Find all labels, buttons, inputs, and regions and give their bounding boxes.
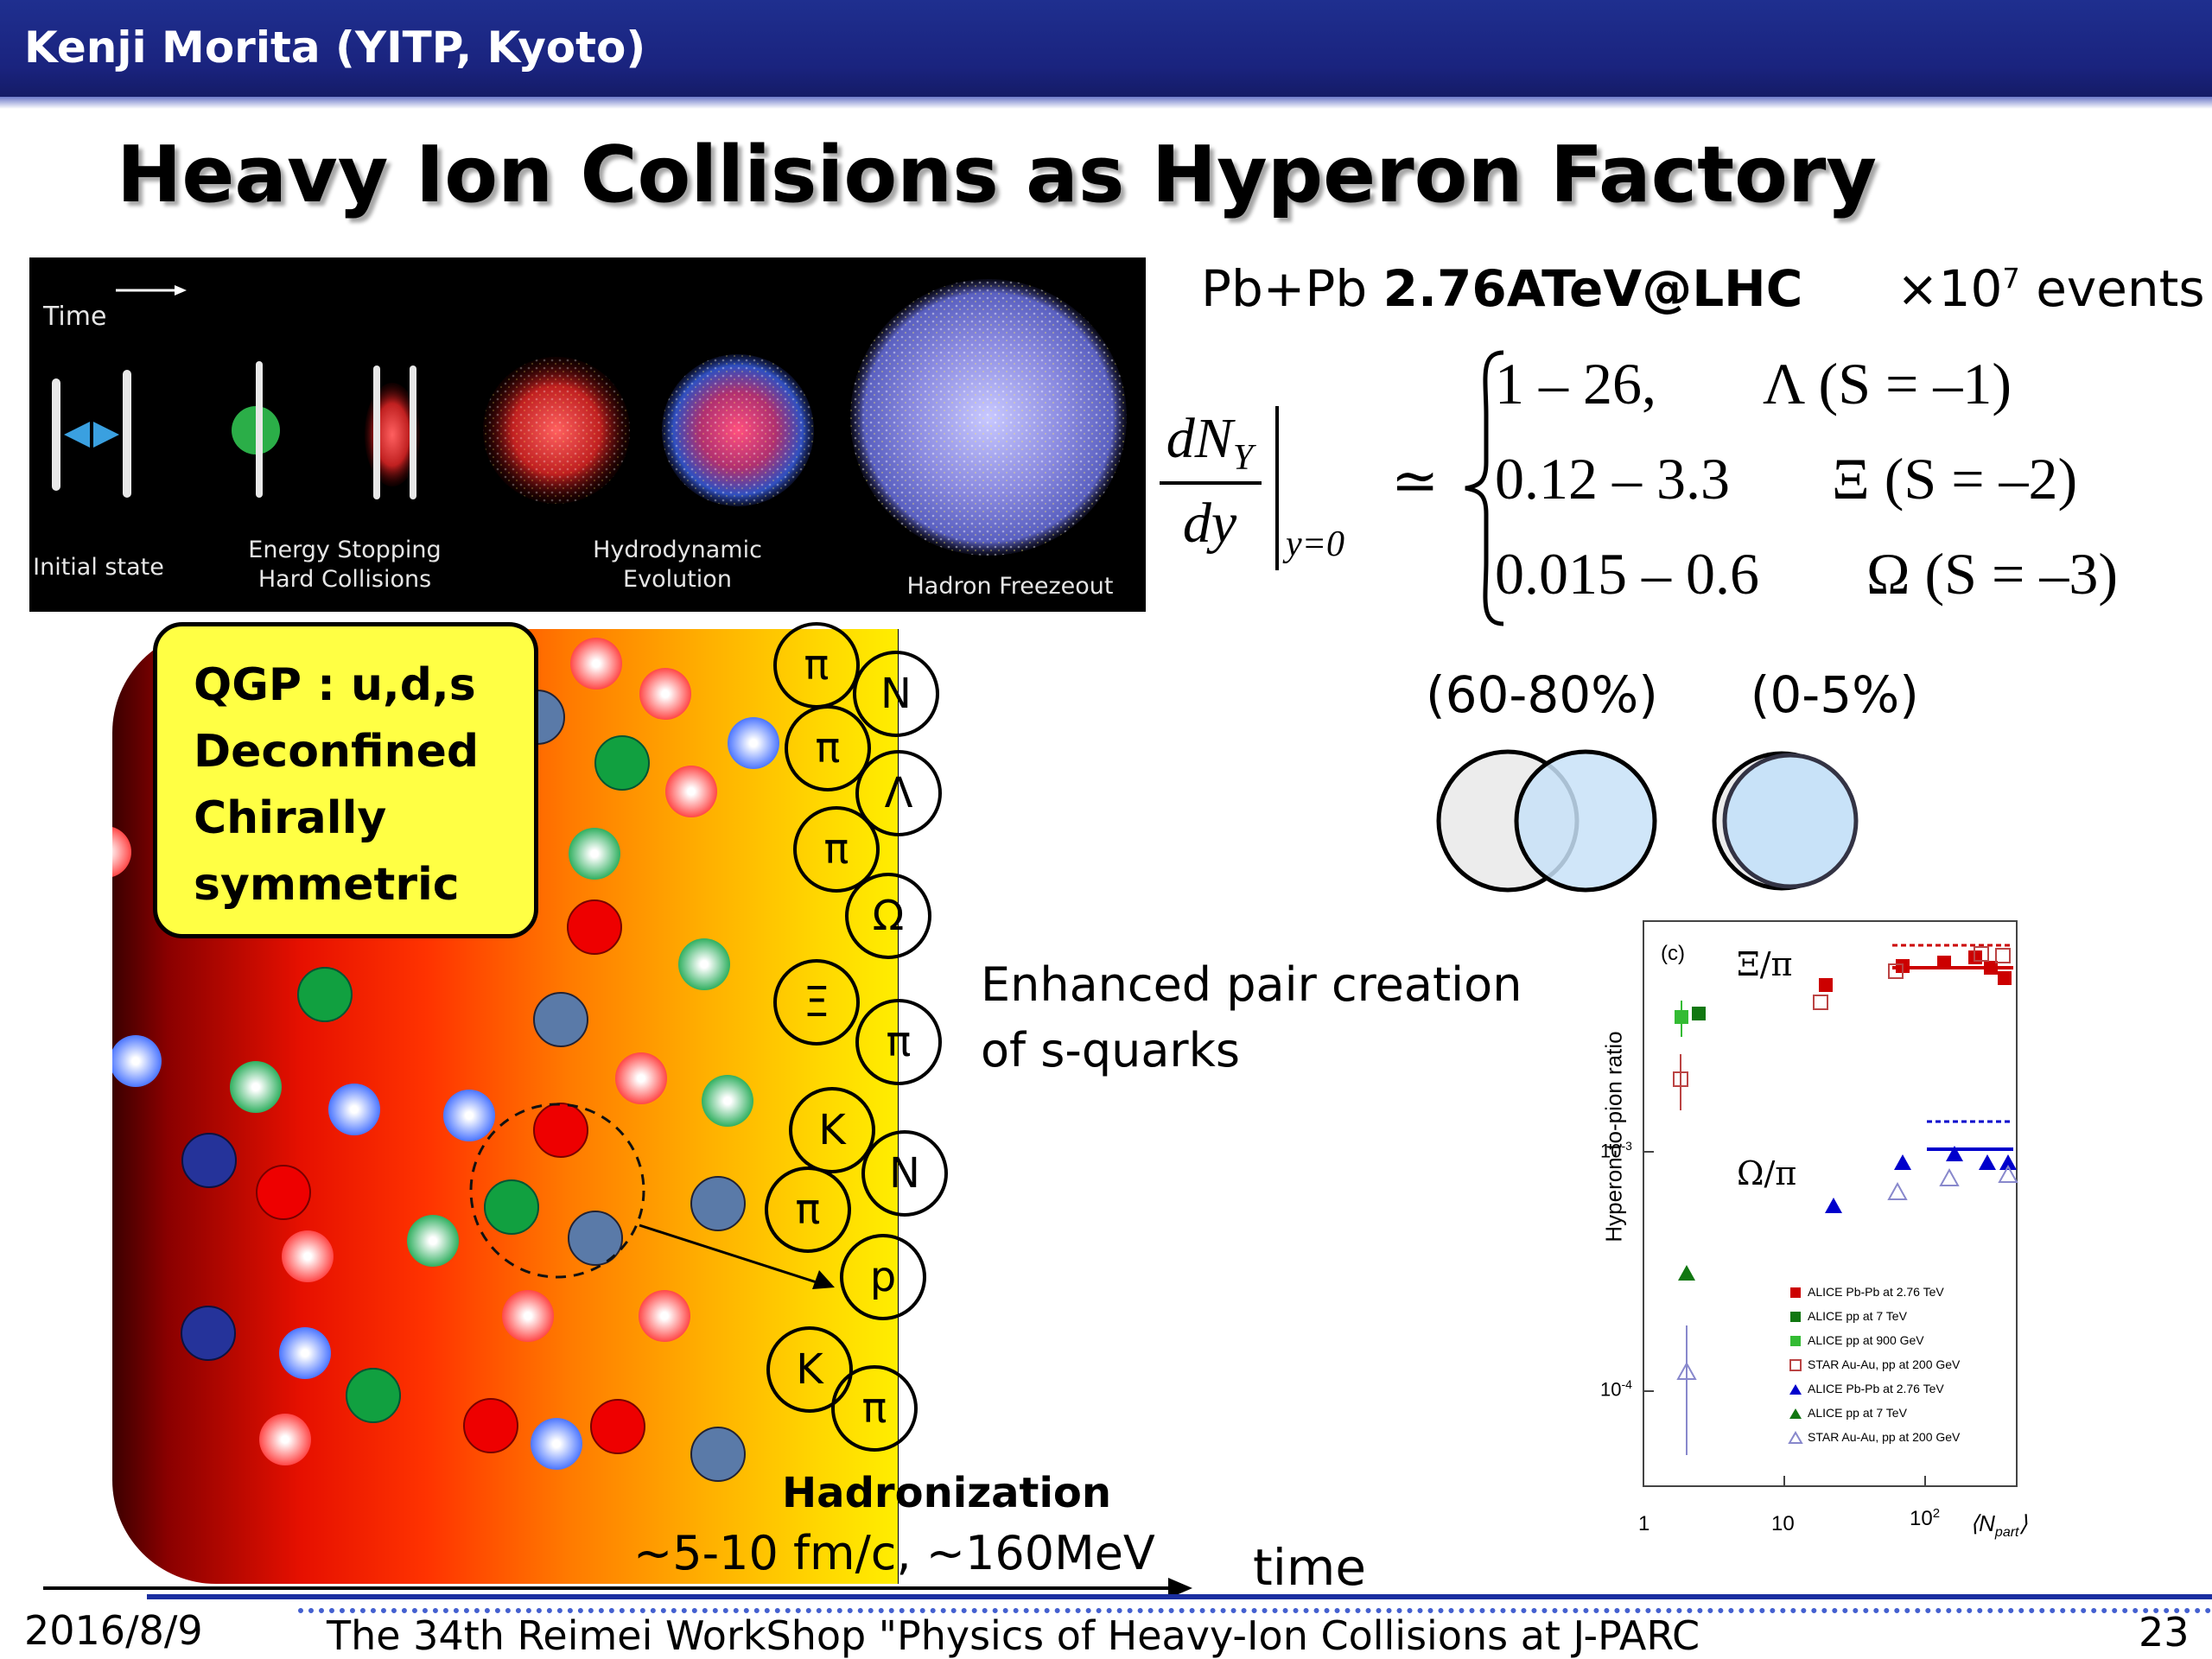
- hadron-nucleon: N: [861, 1130, 948, 1217]
- enhanced-pair-creation-text: Enhanced pair creation of s-quarks: [981, 952, 1522, 1084]
- hadron-lambda: Λ: [855, 750, 942, 836]
- xtick-1: 1: [1638, 1512, 1650, 1535]
- yield-row-xi-particle: Ξ (S = –2): [1832, 446, 2078, 512]
- formula-brace: [1465, 350, 1504, 626]
- yield-row-lambda-range: 1 – 26,: [1495, 351, 1656, 416]
- yield-row-omega-particle: Ω (S = –3): [1866, 541, 2118, 607]
- qgp-line-deconfined: Deconfined: [194, 726, 480, 778]
- legend-entry: STAR Au-Au, pp at 200 GeV: [1808, 1430, 1961, 1444]
- formula-fraction-bar: [1160, 481, 1262, 485]
- xlabel-end: ⟩: [2018, 1510, 2028, 1536]
- stage-energy-stopping: Energy Stopping Hard Collisions: [248, 537, 442, 593]
- ytick-mid-exp: -3: [1621, 1139, 1632, 1153]
- enhanced-line2: of s-quarks: [981, 1023, 1241, 1077]
- header-bar: [0, 0, 2212, 97]
- collision-evolution-graphic: [52, 279, 1127, 556]
- formula-numerator: dNY: [1158, 406, 1262, 479]
- hadron-kaon: K: [789, 1087, 875, 1173]
- qgp-line-chirally: Chirally: [194, 792, 387, 844]
- xtick-100-base: 10: [1910, 1507, 1933, 1530]
- hadronization-label: Hadronization: [782, 1469, 1112, 1517]
- ytick-low-exp: -4: [1621, 1377, 1632, 1391]
- event-count: ×107 events: [1897, 259, 2205, 318]
- omega-series-label: Ω/π: [1737, 1154, 1797, 1192]
- centrality-overlap-diagram: [1436, 749, 1859, 893]
- footer-rule: [147, 1594, 2212, 1599]
- hadron-nucleon: N: [853, 651, 939, 737]
- time-axis-label: time: [1253, 1538, 1367, 1597]
- ytick-low-base: 10: [1600, 1378, 1622, 1401]
- page-number: 23: [2139, 1609, 2190, 1656]
- footer-title: The 34th Reimei WorkShop "Physics of Hea…: [327, 1612, 1700, 1659]
- hadron-pion: π: [793, 806, 880, 893]
- footer-date: 2016/8/9: [24, 1607, 203, 1654]
- central-nucleus-front: [1722, 753, 1859, 889]
- plot-panel-label: (c): [1661, 942, 1685, 965]
- peripheral-nucleus-right: [1514, 749, 1657, 893]
- legend-entry: STAR Au-Au, pp at 200 GeV: [1808, 1357, 1961, 1371]
- legend-entry: ALICE pp at 7 TeV: [1808, 1309, 1907, 1323]
- formula-dn: dN: [1166, 407, 1233, 470]
- formula-eval-bar: [1275, 406, 1279, 570]
- system-label: Pb+Pb: [1201, 259, 1368, 318]
- yield-row-omega-range: 0.015 – 0.6: [1495, 541, 1759, 607]
- legend-entry: ALICE pp at 900 GeV: [1808, 1333, 1924, 1347]
- centrality-peripheral: (60-80%): [1426, 665, 1658, 724]
- events-unit: events: [2019, 259, 2205, 318]
- xi-series-label: Ξ/π: [1737, 945, 1793, 983]
- hadron-omega: Ω: [845, 873, 931, 959]
- ratio-plot-graphic: [1643, 920, 2018, 1487]
- legend-entry: ALICE Pb-Pb at 2.76 TeV: [1808, 1382, 1944, 1395]
- legend-entry: ALICE pp at 7 TeV: [1808, 1406, 1907, 1420]
- energy-label: 2.76ATeV@LHC: [1382, 259, 1803, 318]
- collision-system: Pb+Pb 2.76ATeV@LHC: [1201, 259, 1802, 318]
- slide-title: Heavy Ion Collisions as Hyperon Factory: [117, 130, 1878, 220]
- hadron-kaon: K: [766, 1326, 853, 1413]
- hadron-proton: p: [840, 1234, 926, 1320]
- hadron-pion: π: [831, 1365, 918, 1452]
- time-label: Time: [43, 302, 107, 332]
- author-label: Kenji Morita (YITP, Kyoto): [24, 22, 646, 73]
- enhanced-line1: Enhanced pair creation: [981, 957, 1522, 1012]
- xtick-100-exp: 2: [1932, 1506, 1941, 1521]
- pair-creation-indicator: [469, 629, 899, 1584]
- xlabel-sub: part: [1994, 1525, 2019, 1541]
- formula-denominator: dy: [1182, 492, 1237, 555]
- events-factor: ×10: [1897, 259, 2003, 318]
- hyperon-ratio-plot: (c) Hyperon-to-pion ratio 10-3 10-4 1 10…: [1564, 916, 2048, 1541]
- centrality-central: (0-5%): [1750, 665, 1919, 724]
- xlabel-main: ⟨N: [1970, 1510, 1995, 1536]
- time-arrow: [43, 1578, 1192, 1599]
- plot-ylabel: Hyperon-to-pion ratio: [1600, 1031, 1627, 1243]
- events-exponent: 7: [2002, 262, 2020, 296]
- xtick-100: 102: [1910, 1506, 1940, 1531]
- yield-row-lambda-particle: Λ (S = –1): [1763, 351, 2012, 416]
- footer-dotted-rule: [298, 1608, 2212, 1613]
- centrality-labels: (60-80%) (0-5%): [1426, 665, 1919, 724]
- hadron-pion: π: [855, 999, 942, 1085]
- hadron-pion: π: [785, 705, 871, 791]
- stage-initial-state: Initial state: [33, 554, 164, 581]
- hadron-xi: Ξ: [773, 959, 860, 1046]
- xtick-10: 10: [1771, 1512, 1795, 1535]
- formula-eval-point: y=0: [1286, 524, 1344, 564]
- qgp-line-symmetric: symmetric: [194, 859, 460, 911]
- qgp-line-quarks: QGP : u,d,s: [194, 659, 476, 711]
- formula-approx: ≃: [1391, 450, 1440, 513]
- hadronization-scales: ~5-10 fm/c, ~160MeV: [633, 1526, 1155, 1580]
- yield-row-xi-range: 0.12 – 3.3: [1495, 446, 1730, 512]
- hadron-pion: π: [773, 622, 860, 709]
- ytick-low: 10-4: [1600, 1377, 1632, 1401]
- legend-entry: ALICE Pb-Pb at 2.76 TeV: [1808, 1285, 1944, 1299]
- hadron-pion: π: [765, 1166, 851, 1253]
- formula-y-sub: Y: [1232, 438, 1254, 479]
- header-underline: [0, 97, 2212, 109]
- ytick-mid-base: 10: [1600, 1140, 1622, 1162]
- stage-hydrodynamic: Hydrodynamic Evolution: [593, 537, 762, 593]
- plot-xlabel: ⟨Npart⟩: [1970, 1510, 2028, 1541]
- ytick-mid: 10-3: [1600, 1139, 1632, 1162]
- qgp-label-box: QGP : u,d,s Deconfined Chirally symmetri…: [153, 622, 538, 938]
- stage-hadron-freezeout: Hadron Freezeout: [906, 573, 1114, 600]
- collision-evolution-image: Time Initial state Energy Stopping Hard …: [29, 257, 1146, 612]
